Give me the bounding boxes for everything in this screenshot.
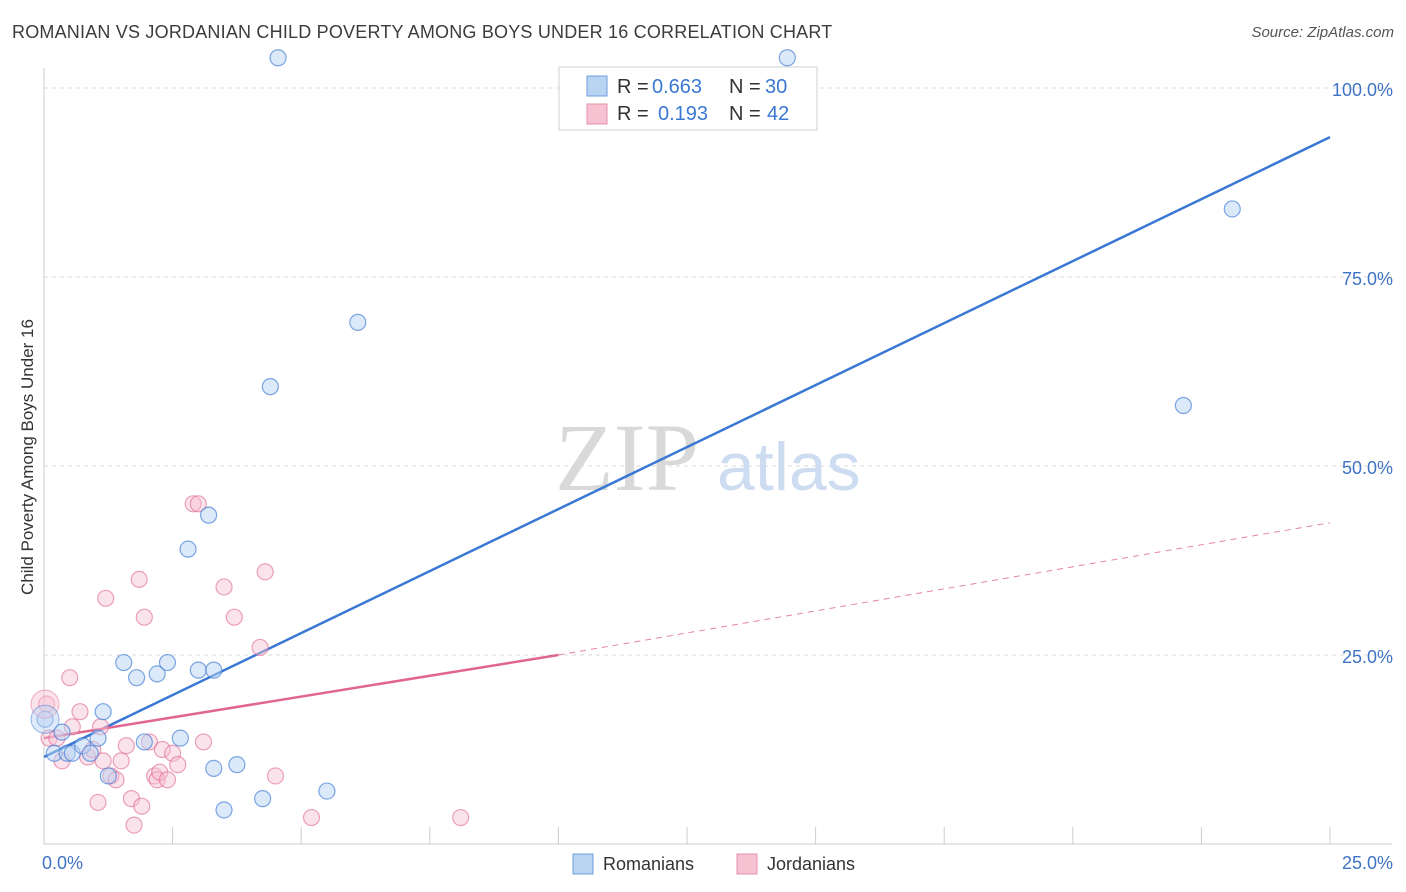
point-jordanian — [153, 740, 171, 759]
point-jordanian — [225, 608, 243, 626]
point-romanian — [189, 661, 207, 679]
point-jordanian — [169, 756, 187, 774]
y-tick-label: 50.0% — [1342, 458, 1393, 478]
y-tick-label: 25.0% — [1342, 647, 1393, 667]
x-tick-label-min: 0.0% — [42, 853, 83, 873]
legend-r-label-romanians: R = — [617, 76, 649, 98]
legend-n-label-jordanians: N = — [729, 103, 761, 125]
bottom-legend-romanians: Romanians — [603, 854, 694, 874]
bottom-legend-swatch-romanians — [572, 853, 594, 875]
point-jordanian — [89, 793, 107, 812]
point-romanian — [81, 744, 99, 762]
point-jordanian — [97, 589, 115, 607]
trend-line-jordanians-extrapolated — [558, 522, 1331, 656]
point-jordanian — [130, 570, 148, 589]
point-romanian — [1223, 200, 1241, 218]
trend-line-romanians — [43, 136, 1331, 759]
point-romanian — [127, 669, 146, 687]
point-romanian — [148, 665, 166, 683]
legend-n-value-jordanians: 42 — [767, 103, 789, 125]
y-axis-title: Child Poverty Among Boys Under 16 — [18, 319, 37, 595]
point-romanian — [158, 653, 177, 672]
point-romanian — [94, 703, 112, 721]
point-romanian-cluster — [30, 704, 60, 734]
point-romanian — [349, 313, 367, 331]
source-label: Source: ZipAtlas.com — [1251, 24, 1394, 41]
point-jordanian — [194, 733, 213, 751]
legend-swatch-romanians — [586, 75, 608, 97]
point-romanian — [215, 801, 233, 819]
x-tick-label-max: 25.0% — [1342, 853, 1393, 873]
legend-r-value-romanians: 0.663 — [652, 76, 702, 98]
trend-line-jordanians — [43, 653, 559, 740]
legend-r-value-jordanians: 0.193 — [658, 103, 708, 125]
bottom-legend: Romanians Jordanians — [572, 853, 855, 875]
data-points — [30, 49, 1241, 834]
point-jordanian-cluster — [30, 689, 60, 719]
point-jordanian — [135, 608, 153, 626]
legend-swatch-jordanians — [586, 103, 608, 125]
point-romanian — [778, 49, 796, 67]
point-romanian — [89, 729, 107, 747]
point-jordanian — [71, 703, 89, 721]
point-romanian — [254, 790, 272, 808]
point-romanian — [1174, 396, 1192, 415]
legend-box: R = 0.663 N = 30 R = 0.193 N = 42 — [558, 66, 818, 131]
point-romanian — [205, 661, 223, 679]
legend-n-value-romanians: 30 — [765, 76, 787, 98]
point-jordanian — [256, 563, 274, 581]
point-romanian — [318, 782, 336, 800]
y-tick-label: 75.0% — [1342, 269, 1393, 289]
watermark-zip: ZIP — [555, 404, 699, 511]
point-romanian — [228, 756, 246, 774]
chart-title: ROMANIAN VS JORDANIAN CHILD POVERTY AMON… — [12, 22, 833, 42]
point-romanian — [36, 710, 54, 728]
point-romanian — [115, 653, 133, 672]
point-jordanian — [94, 752, 112, 770]
point-jordanian — [61, 669, 79, 687]
trend-lines — [43, 136, 1331, 759]
point-romanian — [99, 767, 117, 785]
watermark-atlas: atlas — [717, 429, 861, 505]
point-jordanian — [112, 752, 130, 770]
grid-lines — [44, 87, 1392, 656]
point-romanian — [179, 540, 197, 558]
point-romanian — [135, 733, 153, 751]
point-jordanian — [133, 797, 151, 815]
watermark: ZIP atlas — [555, 404, 861, 511]
point-jordanian — [117, 737, 135, 755]
point-romanian — [53, 723, 71, 741]
point-jordanian — [189, 495, 207, 513]
point-jordanian — [452, 808, 470, 827]
point-romanian — [200, 506, 218, 524]
legend-r-label-jordanians: R = — [617, 103, 649, 125]
y-tick-label: 100.0% — [1332, 80, 1393, 100]
point-jordanian — [158, 771, 177, 789]
point-romanian — [261, 378, 279, 396]
tick-labels: 100.0% 75.0% 50.0% 25.0% 0.0% 25.0% — [42, 80, 1393, 873]
point-jordanian — [251, 638, 269, 657]
point-romanian — [269, 49, 287, 67]
point-jordanian — [125, 816, 143, 834]
bottom-legend-jordanians: Jordanians — [767, 854, 855, 874]
bottom-legend-swatch-jordanians — [736, 853, 758, 875]
point-jordanian — [215, 578, 233, 596]
point-jordanian — [184, 495, 202, 513]
point-romanian — [205, 759, 223, 778]
legend-n-label-romanians: N = — [729, 76, 761, 98]
point-jordanian — [302, 808, 321, 827]
point-romanian — [171, 729, 189, 747]
point-jordanian — [266, 767, 285, 785]
